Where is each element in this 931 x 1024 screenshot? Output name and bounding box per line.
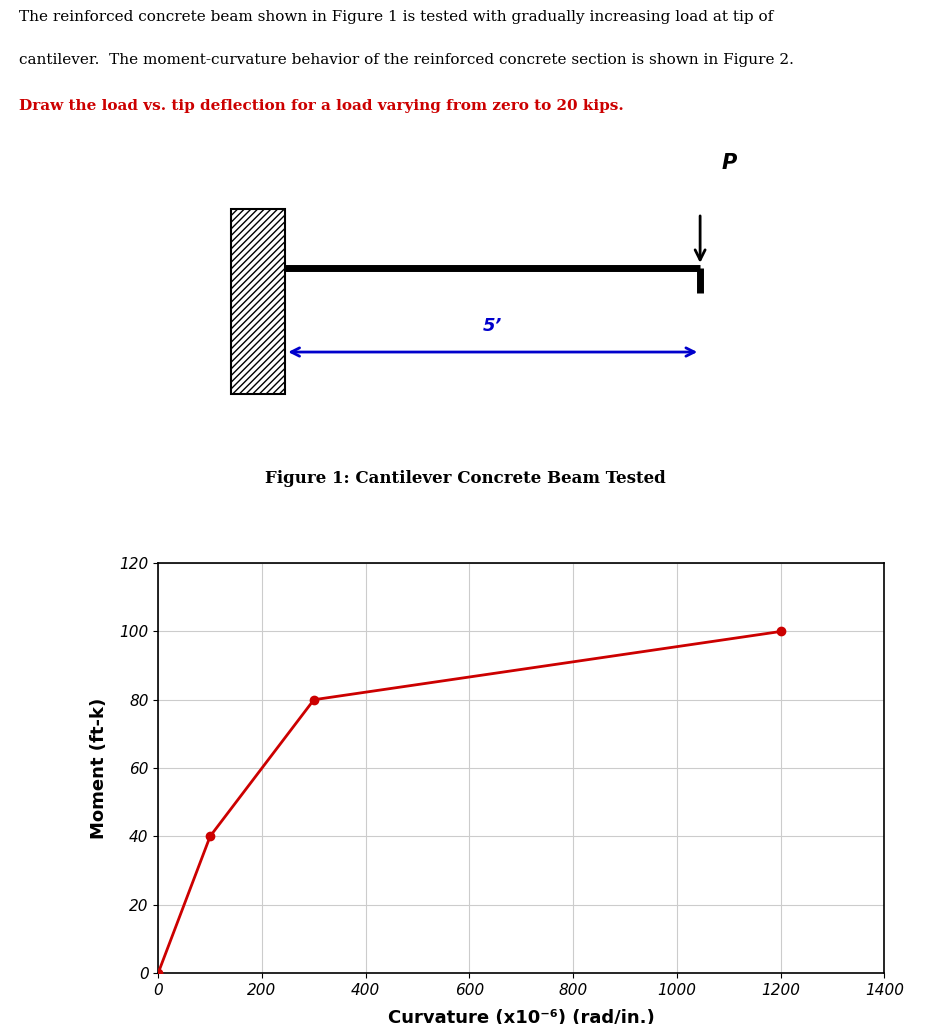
Text: Figure 1: Cantilever Concrete Beam Tested: Figure 1: Cantilever Concrete Beam Teste… (265, 470, 666, 486)
Text: 5’: 5’ (483, 317, 503, 335)
Text: The reinforced concrete beam shown in Figure 1 is tested with gradually increasi: The reinforced concrete beam shown in Fi… (19, 10, 773, 25)
X-axis label: Curvature (x10⁻⁶) (rad/in.): Curvature (x10⁻⁶) (rad/in.) (388, 1009, 654, 1024)
Polygon shape (231, 209, 286, 394)
Y-axis label: Moment (ft-k): Moment (ft-k) (90, 697, 108, 839)
Text: Draw the load vs. tip deflection for a load varying from zero to 20 kips.: Draw the load vs. tip deflection for a l… (19, 98, 624, 113)
Text: P: P (722, 153, 737, 173)
Text: cantilever.  The moment-curvature behavior of the reinforced concrete section is: cantilever. The moment-curvature behavio… (19, 53, 793, 68)
